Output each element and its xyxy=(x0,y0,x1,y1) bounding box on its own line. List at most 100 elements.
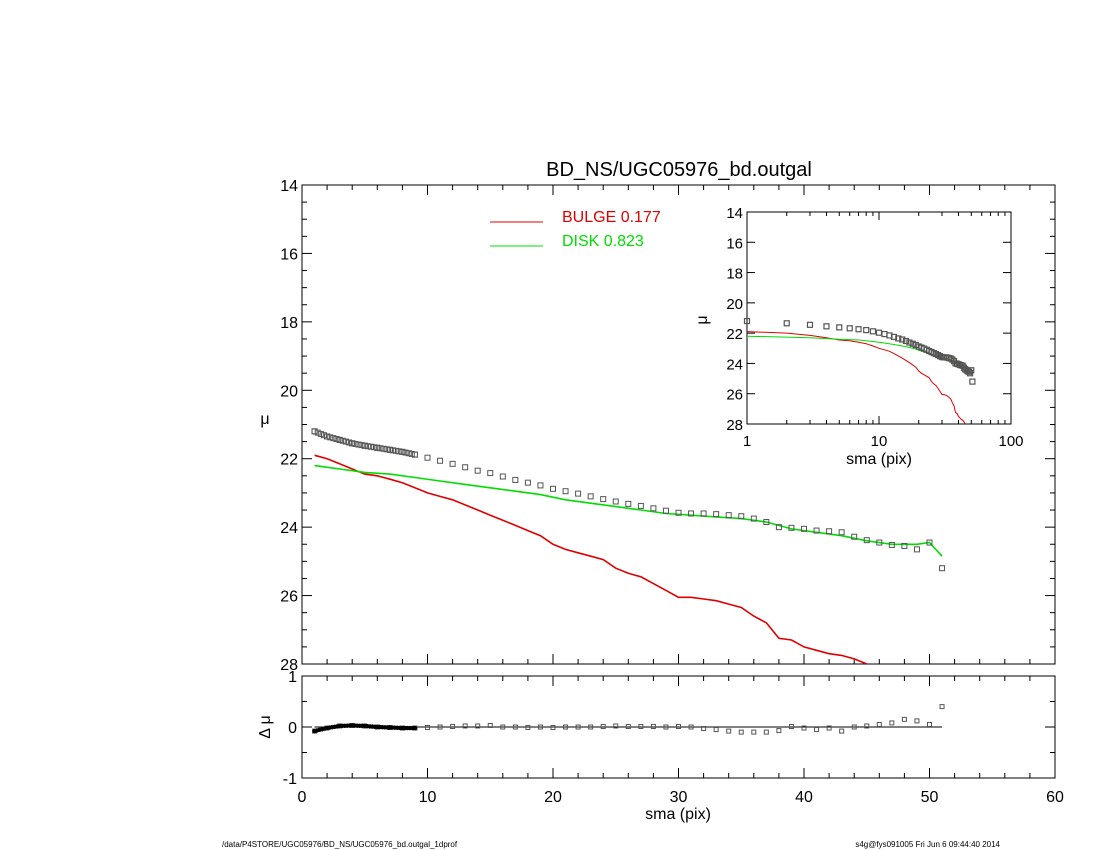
data-point xyxy=(358,442,365,449)
data-point xyxy=(775,524,782,531)
bulge-profile-line xyxy=(314,454,868,664)
chart-title: BD_NS/UGC05976_bd.outgal xyxy=(546,159,812,181)
data-point xyxy=(562,488,569,495)
x-tick-label: 30 xyxy=(670,789,688,806)
residual-point xyxy=(663,724,669,730)
residual-point xyxy=(638,723,644,729)
data-point xyxy=(826,528,833,535)
residual-point xyxy=(425,725,430,731)
inset-x-axis-label: sma (pix) xyxy=(846,451,912,468)
inset-y-axis-label: μ xyxy=(694,315,711,324)
inset-plot-frame xyxy=(746,211,1012,425)
residual-point xyxy=(475,723,481,729)
residual-series-layer xyxy=(312,704,945,735)
inset-panel: 14 16 18 20 22 24 26 281 10 100 μ sma (pix) xyxy=(694,205,1024,468)
residual-point xyxy=(763,729,769,735)
data-point xyxy=(612,498,619,505)
residual-point xyxy=(801,725,807,731)
residual-point xyxy=(914,718,920,724)
inset-data-point xyxy=(783,320,790,327)
data-point xyxy=(324,433,331,440)
residual-point xyxy=(550,725,556,731)
residual-point xyxy=(575,724,581,730)
residual-point xyxy=(462,723,468,729)
main-y-tick-label: 18 xyxy=(280,315,298,332)
data-point xyxy=(600,496,607,503)
data-point xyxy=(662,507,669,514)
data-point xyxy=(386,446,393,453)
residual-point xyxy=(901,716,907,722)
data-point xyxy=(512,476,519,483)
main-y-tick-label: 16 xyxy=(280,246,298,263)
data-point xyxy=(901,542,908,549)
residual-point xyxy=(788,723,794,729)
data-point xyxy=(405,450,412,457)
data-point xyxy=(374,444,381,451)
residual-point xyxy=(588,724,594,730)
data-point xyxy=(725,512,732,519)
main-y-tick-label: 24 xyxy=(280,520,298,537)
main-y-tick-label: 20 xyxy=(280,383,298,400)
inset-data-point xyxy=(969,378,976,385)
data-point xyxy=(550,485,556,492)
inset-x-tick-label: 1 xyxy=(743,433,751,450)
residual-point xyxy=(839,728,845,734)
x-tick-label: 10 xyxy=(419,789,437,806)
inset-data-point xyxy=(869,328,877,335)
data-point xyxy=(863,537,870,544)
residual-y-tick-label: 0 xyxy=(288,720,297,737)
inset-data-point xyxy=(899,336,906,343)
data-point xyxy=(361,442,368,449)
data-point xyxy=(487,470,494,477)
data-point xyxy=(738,513,745,520)
x-tick-label: 40 xyxy=(795,789,813,806)
data-point xyxy=(389,447,396,454)
inset-y-tick-label: 14 xyxy=(726,205,743,222)
inset-y-tick-label: 18 xyxy=(726,266,743,283)
inset-y-tick-label: 20 xyxy=(726,296,743,313)
data-point xyxy=(474,467,481,474)
inset-y-tick-label: 26 xyxy=(726,387,743,404)
data-point xyxy=(675,509,682,516)
inset-data-point xyxy=(895,335,902,342)
data-point xyxy=(713,511,720,518)
inset-y-tick-label: 24 xyxy=(726,356,743,373)
residual-point xyxy=(525,725,531,731)
residual-y-tick-label: 1 xyxy=(288,669,297,686)
data-point xyxy=(342,438,349,445)
residual-point xyxy=(889,720,895,726)
data-point xyxy=(462,464,469,471)
data-point xyxy=(625,500,632,507)
data-point xyxy=(396,448,403,455)
residual-point xyxy=(701,726,707,732)
inset-series-layer xyxy=(743,317,976,424)
data-point xyxy=(393,447,400,454)
residual-point xyxy=(826,725,832,731)
inset-data-point xyxy=(902,337,910,345)
residual-point xyxy=(814,727,820,733)
data-point xyxy=(926,539,933,546)
residual-point xyxy=(876,721,882,727)
main-series-layer xyxy=(311,428,946,664)
data-point xyxy=(408,450,415,457)
data-point xyxy=(587,493,594,500)
inset-bulge-line xyxy=(747,331,966,424)
inset-data-point xyxy=(890,333,898,341)
data-point xyxy=(575,490,582,497)
data-point xyxy=(330,435,337,442)
data-point xyxy=(650,505,657,512)
data-point xyxy=(437,457,444,464)
residual-point xyxy=(738,729,744,735)
legend-disk-label: DISK 0.823 xyxy=(562,233,644,250)
main-y-tick-label: 28 xyxy=(280,657,298,674)
residual-point xyxy=(676,723,681,729)
residual-point xyxy=(512,724,518,730)
inset-y-tick-label: 16 xyxy=(726,235,743,252)
data-point xyxy=(333,436,340,443)
data-point xyxy=(383,446,390,453)
data-point xyxy=(888,541,895,548)
legend-bulge-label: BULGE 0.177 xyxy=(562,209,661,226)
legend: BULGE 0.177 DISK 0.823 xyxy=(490,209,661,250)
inset-data-point xyxy=(906,339,913,346)
